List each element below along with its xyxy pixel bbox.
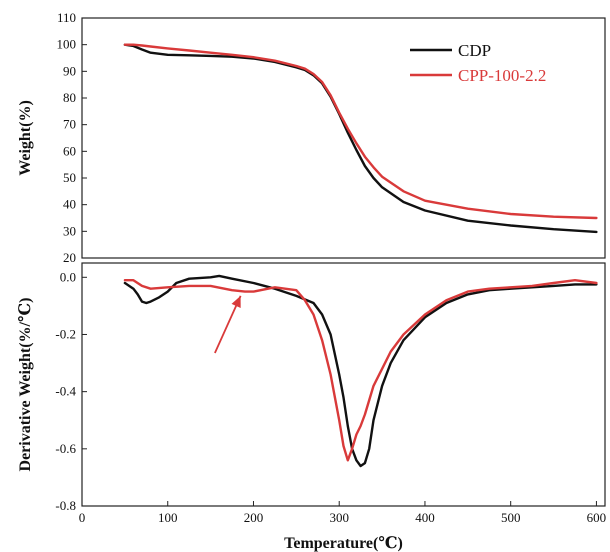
y-tick-label: 90 xyxy=(63,63,76,78)
x-tick-label: 300 xyxy=(329,510,349,525)
series-line-cpp-100-2-2 xyxy=(123,279,598,462)
x-axis-title: Temperature(℃) xyxy=(284,535,403,552)
y-tick-label: -0.6 xyxy=(55,441,76,456)
x-tick-label: 0 xyxy=(79,510,86,525)
y-tick-label: 50 xyxy=(63,170,76,185)
x-tick-label: 500 xyxy=(501,510,521,525)
x-tick-label: 400 xyxy=(415,510,435,525)
y-tick-label: 20 xyxy=(63,250,76,265)
y-tick-label: -0.2 xyxy=(55,326,76,341)
plot-frame xyxy=(81,262,606,507)
legend-label: CPP-100-2.2 xyxy=(458,66,546,85)
derivative-weight-panel: -0.8 -0.6 -0.4 -0.2 0.0 0 100 200 300 400 500 600 Te… xyxy=(17,262,607,552)
y-axis-title: Derivative Weight(%/℃) xyxy=(17,298,34,472)
y-axis-title: Weight(%) xyxy=(17,100,34,176)
y-tick-label: 100 xyxy=(57,37,77,52)
y-tick-label: -0.4 xyxy=(55,384,76,399)
y-tick-label: 70 xyxy=(63,117,76,132)
x-tick-label: 600 xyxy=(587,510,607,525)
y-tick-label: -0.8 xyxy=(55,498,76,513)
annotation-arrow-head xyxy=(231,295,241,308)
y-tick-label: 110 xyxy=(57,10,76,25)
y-tick-label: 0.0 xyxy=(60,269,76,284)
y-tick-label: 40 xyxy=(63,197,76,212)
y-tick-label: 30 xyxy=(63,223,76,238)
x-tick-label: 200 xyxy=(244,510,264,525)
y-tick-label: 60 xyxy=(63,143,76,158)
y-tick-label: 80 xyxy=(63,90,76,105)
x-tick-label: 100 xyxy=(158,510,178,525)
plot-frame xyxy=(81,17,606,259)
legend-label: CDP xyxy=(458,41,491,60)
series-line-cpp-100-2-2 xyxy=(123,43,598,220)
series-line-cdp xyxy=(123,274,598,468)
weight-panel: 20 30 40 50 60 70 80 90 100 110 Weight(%) CDP CPP-10… xyxy=(17,10,606,265)
